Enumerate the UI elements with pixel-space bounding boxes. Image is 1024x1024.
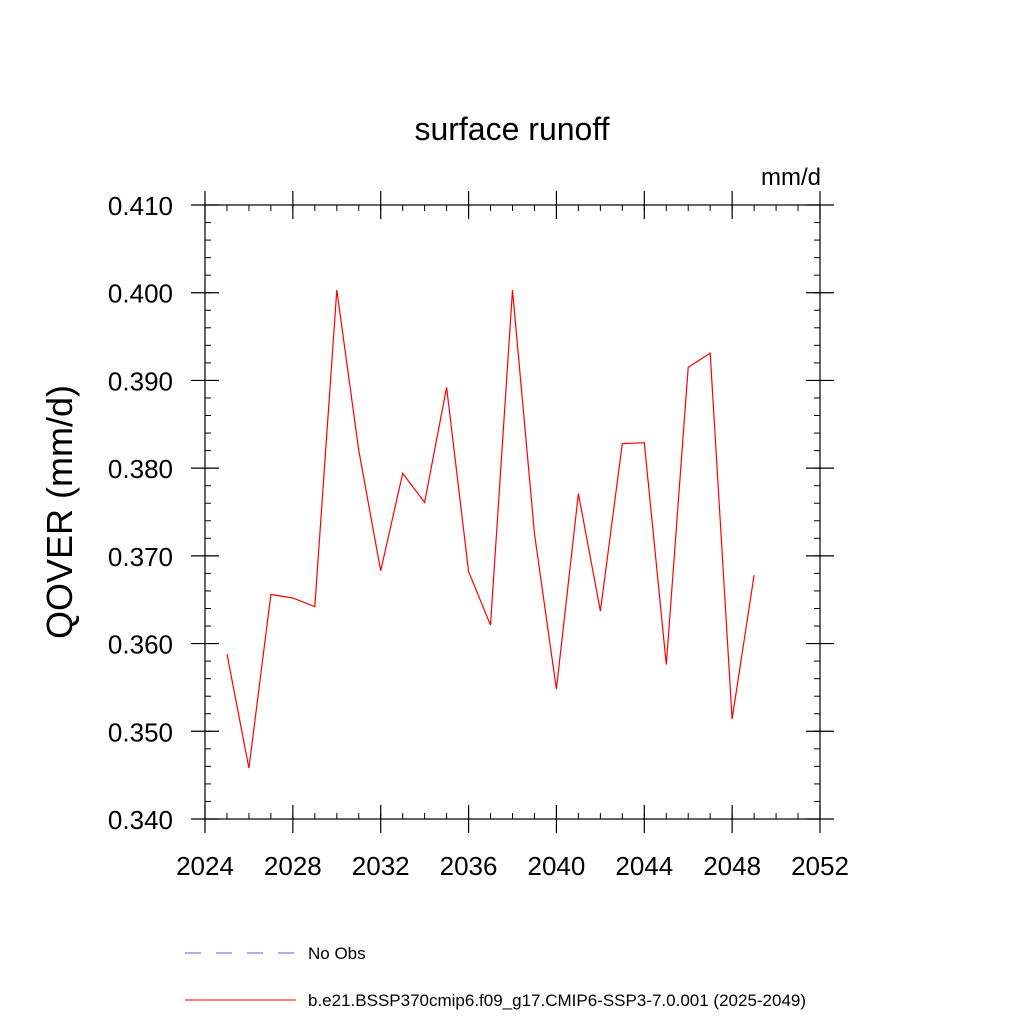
series-layer <box>226 290 755 769</box>
x-tick-label: 2028 <box>264 851 322 881</box>
x-tick-label: 2036 <box>440 851 498 881</box>
y-tick-label: 0.350 <box>108 717 173 747</box>
units-label: mm/d <box>761 164 821 191</box>
x-tick-label: 2044 <box>615 851 673 881</box>
legend: No Obs b.e21.BSSP370cmip6.f09_g17.CMIP6-S… <box>185 944 806 1010</box>
plot-frame <box>204 204 821 820</box>
y-tick-labels: 0.340 0.350 0.360 0.370 0.380 0.390 0.400 0.410 <box>108 191 173 835</box>
y-tick-label: 0.410 <box>108 191 173 221</box>
y-tick-label: 0.370 <box>108 542 173 572</box>
series-line <box>226 290 755 769</box>
x-tick-labels: 2024 2028 2032 2036 2040 2044 2048 2052 <box>176 851 849 881</box>
y-tick-label: 0.380 <box>108 454 173 484</box>
y-axis-label: QOVER (mm/d) <box>39 385 80 639</box>
chart-title: surface runoff <box>414 111 609 147</box>
x-tick-label: 2040 <box>528 851 586 881</box>
x-tick-label: 2048 <box>703 851 761 881</box>
x-tick-label: 2032 <box>352 851 410 881</box>
y-tick-label: 0.400 <box>108 279 173 309</box>
major-ticks <box>191 191 834 833</box>
x-tick-label: 2052 <box>791 851 849 881</box>
legend-label: No Obs <box>308 944 366 963</box>
y-tick-label: 0.360 <box>108 630 173 660</box>
y-tick-label: 0.340 <box>108 805 173 835</box>
legend-label: b.e21.BSSP370cmip6.f09_g17.CMIP6-SSP3-7.… <box>308 991 806 1010</box>
x-tick-label: 2024 <box>176 851 234 881</box>
y-tick-label: 0.390 <box>108 366 173 396</box>
